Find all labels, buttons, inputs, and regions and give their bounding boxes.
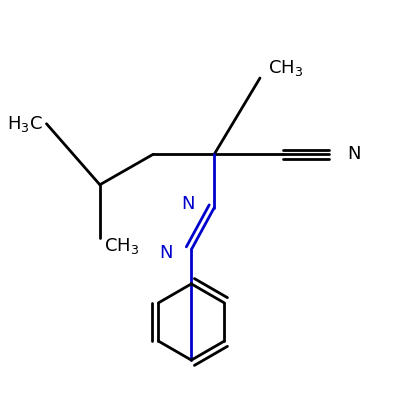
Text: N: N	[159, 244, 172, 262]
Text: CH$_3$: CH$_3$	[104, 236, 139, 256]
Text: N: N	[348, 145, 361, 163]
Text: CH$_3$: CH$_3$	[268, 58, 303, 78]
Text: N: N	[182, 195, 195, 213]
Text: H$_3$C: H$_3$C	[7, 114, 43, 134]
